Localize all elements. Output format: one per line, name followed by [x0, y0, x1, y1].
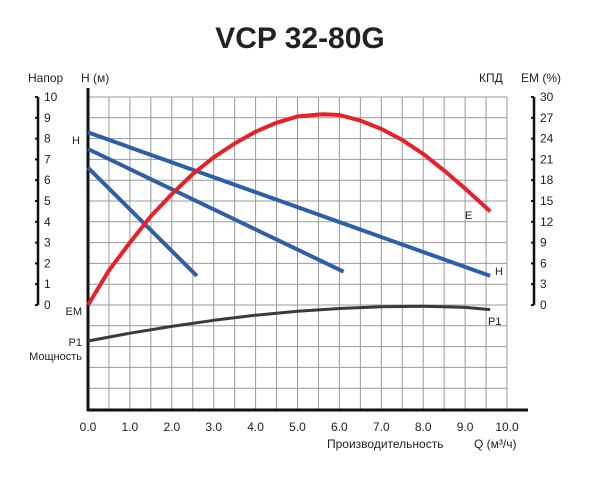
left-axis-label: Напор	[28, 71, 64, 85]
efficiency-curve	[86, 112, 492, 307]
side-label-efficiency: EM	[66, 306, 83, 318]
x-axis-unit: Q (м³/ч)	[474, 437, 517, 451]
curve-label-e: E	[465, 210, 472, 222]
right-tick-label: 24	[540, 132, 554, 146]
right-tick-label: 9	[540, 236, 547, 250]
x-axis-label: Производительность	[327, 437, 443, 451]
left-axis-unit: H (м)	[81, 71, 109, 85]
side-label-power-title: Мощность	[29, 351, 82, 363]
right-tick-label: 18	[540, 173, 554, 187]
curve-label-h: H	[495, 266, 503, 278]
right-axis-unit: EM (%)	[521, 71, 561, 85]
right-axis-label: КПД	[479, 71, 503, 85]
head-curve-2	[87, 147, 345, 274]
right-tick-label: 30	[540, 90, 554, 104]
x-tick-label: 0.0	[80, 420, 97, 434]
left-tick-label: 1	[44, 277, 51, 291]
left-tick-label: 4	[44, 215, 51, 229]
x-tick-label: 10.0	[495, 420, 519, 434]
right-tick-label: 0	[540, 298, 547, 312]
x-tick-label: 4.0	[247, 420, 264, 434]
curves	[86, 112, 492, 343]
x-tick-label: 1.0	[122, 420, 139, 434]
axes: 0.0 1.0 2.0 3.0 4.0 5.0 6.0 7.0 8.0 9.0 10.0012345…	[35, 88, 554, 434]
x-tick-label: 8.0	[415, 420, 432, 434]
chart-title: VCP 32-80G	[215, 22, 385, 55]
x-tick-label: 9.0	[457, 420, 474, 434]
labels: Напор H (м) КПД EM (%) H EM P1 Мощность …	[28, 71, 561, 451]
left-tick-label: 7	[44, 152, 51, 166]
side-label-power: P1	[69, 337, 82, 349]
right-tick-label: 3	[540, 277, 547, 291]
left-tick-label: 8	[44, 132, 51, 146]
left-tick-label: 0	[44, 298, 51, 312]
left-tick-label: 2	[44, 256, 51, 270]
x-tick-label: 7.0	[373, 420, 390, 434]
left-tick-label: 10	[44, 90, 58, 104]
right-tick-label: 21	[540, 152, 554, 166]
head-curve-1	[87, 130, 491, 278]
left-tick-label: 9	[44, 111, 51, 125]
left-tick-label: 5	[44, 194, 51, 208]
power-curve	[87, 304, 491, 343]
x-tick-label: 2.0	[163, 420, 180, 434]
side-label-head: H	[72, 135, 80, 147]
head-curve-3	[86, 166, 199, 278]
grid	[87, 96, 508, 410]
x-tick-label: 3.0	[205, 420, 222, 434]
left-tick-label: 3	[44, 236, 51, 250]
x-tick-label: 5.0	[289, 420, 306, 434]
right-tick-label: 15	[540, 194, 554, 208]
curve-label-p1: P1	[488, 316, 501, 328]
x-tick-label: 6.0	[331, 420, 348, 434]
left-tick-label: 6	[44, 173, 51, 187]
right-tick-label: 12	[540, 215, 554, 229]
right-tick-label: 6	[540, 256, 547, 270]
right-tick-label: 27	[540, 111, 554, 125]
